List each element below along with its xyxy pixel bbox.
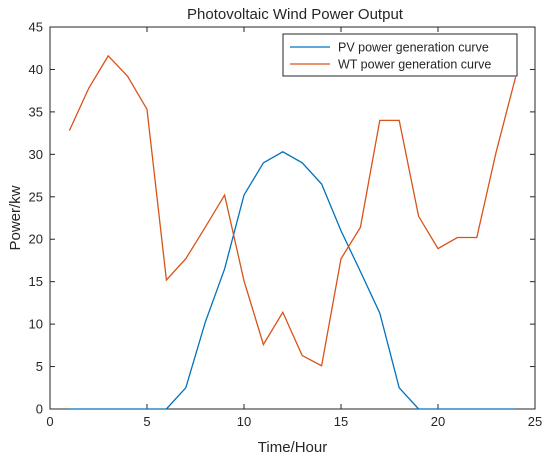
y-axis-label: Power/kw	[7, 185, 24, 250]
y-tick-label: 25	[29, 189, 43, 204]
legend: PV power generation curve WT power genera…	[282, 33, 518, 77]
x-tick-label: 5	[143, 414, 150, 429]
y-tick-label: 35	[29, 104, 43, 119]
x-tick-label: 25	[528, 414, 542, 429]
chart-title: Photovoltaic Wind Power Output	[187, 6, 404, 23]
y-tick-label: 45	[29, 20, 43, 35]
series-lines	[68, 54, 517, 410]
series-line-pv	[69, 151, 516, 410]
legend-label: WT power generation curve	[338, 58, 491, 72]
legend-label: PV power generation curve	[338, 41, 489, 55]
x-axis-label: Time/Hour	[258, 439, 327, 456]
y-tick-label: 30	[29, 147, 43, 162]
y-tick-label: 40	[29, 62, 43, 77]
x-tick-label: 0	[46, 414, 53, 429]
x-axis: 0 5 10 15 20 25	[46, 27, 542, 429]
plot-area	[49, 26, 536, 410]
x-tick-label: 10	[237, 414, 251, 429]
y-axis: 0 5 10 15 20 25 30 35 40 45	[29, 20, 535, 417]
x-tick-label: 15	[334, 414, 348, 429]
y-tick-label: 20	[29, 232, 43, 247]
y-tick-label: 5	[36, 359, 43, 374]
legend-box	[282, 33, 518, 77]
y-tick-label: 15	[29, 274, 43, 289]
y-tick-label: 10	[29, 317, 43, 332]
x-tick-label: 20	[431, 414, 445, 429]
y-tick-label: 0	[36, 402, 43, 417]
series-line-wt	[68, 54, 517, 367]
